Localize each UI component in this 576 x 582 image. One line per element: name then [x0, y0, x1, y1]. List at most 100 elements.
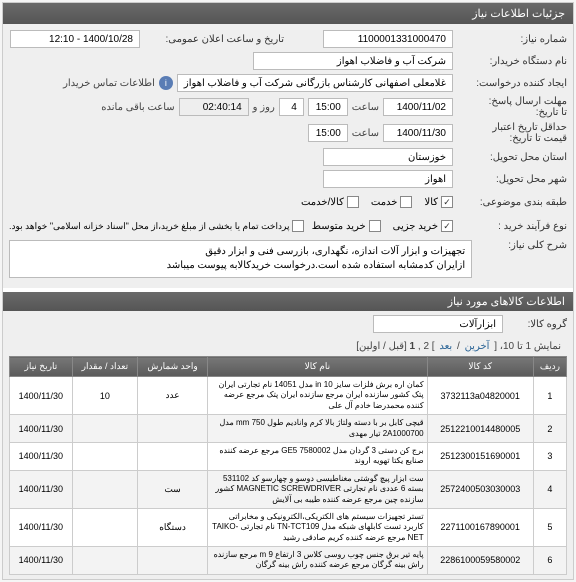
table-row[interactable]: 62286100059580002پایه تیر برق جنس چوب رو…	[10, 547, 567, 575]
table-cell: 3	[533, 442, 566, 470]
checkbox-label: خدمت	[371, 197, 398, 208]
table-cell: 2512210014480005	[427, 415, 533, 443]
table-cell: 1400/11/30	[10, 547, 73, 575]
need-no-label: شماره نیاز:	[457, 34, 567, 45]
checkbox-item[interactable]: کالا/خدمت	[301, 196, 359, 208]
checkbox-item[interactable]: خرید متوسط	[312, 220, 381, 232]
city-label: شهر محل تحویل:	[457, 174, 567, 185]
deadline-label: مهلت ارسال پاسخ: تا تاریخ:	[457, 96, 567, 118]
pager: نمایش 1 تا 10، [ آخرین / بعد ] 2 , 1 [قب…	[9, 337, 567, 356]
table-cell: 3732113a04820001	[427, 377, 533, 415]
table-header[interactable]: تعداد / مقدار	[72, 357, 137, 377]
table-cell: 6	[533, 547, 566, 575]
table-cell	[72, 547, 137, 575]
class-checkbox-group: کالا خدمت کالا/خدمت	[301, 196, 453, 208]
table-header[interactable]: ردیف	[533, 357, 566, 377]
deadline-date: 1400/11/02	[383, 98, 453, 116]
table-cell	[138, 415, 208, 443]
table-header[interactable]: نام کالا	[208, 357, 428, 377]
desc-value: تجهیزات و ابزار آلات اندازه، نگهداری، با…	[9, 240, 472, 278]
time-label-1: ساعت	[352, 102, 379, 113]
days-value: 4	[279, 98, 304, 116]
table-cell: 2	[533, 415, 566, 443]
table-cell	[72, 442, 137, 470]
table-cell: 2271100167890001	[427, 508, 533, 546]
checkbox-label: خرید جزیی	[393, 221, 438, 232]
checkbox[interactable]	[369, 220, 381, 232]
pay-note: پرداخت تمام یا بخشی از مبلغ خرید،از محل …	[9, 221, 289, 232]
time-label-2: ساعت	[352, 128, 379, 139]
table-row[interactable]: 52271100167890001تستر تجهیزات سیستم های …	[10, 508, 567, 546]
contact-label[interactable]: اطلاعات تماس خریدار	[63, 78, 155, 89]
table-row[interactable]: 22512210014480005قیچی کابل بر با دسته ول…	[10, 415, 567, 443]
deadline-time: 15:00	[308, 98, 348, 116]
table-cell: 2572400503030003	[427, 470, 533, 508]
payment-checkbox[interactable]	[292, 220, 304, 232]
table-row[interactable]: 13732113a04820001کمان اره برش فلزات سایز…	[10, 377, 567, 415]
table-cell	[72, 508, 137, 546]
table-cell: ست ابزار پیچ گوشتی مغناطیسی دوسو و چهارس…	[208, 470, 428, 508]
proc-label: نوع فرآیند خرید :	[457, 221, 567, 232]
table-cell	[138, 547, 208, 575]
table-header[interactable]: واحد شمارش	[138, 357, 208, 377]
class-label: طبقه بندی موضوعی:	[457, 197, 567, 208]
city-value: اهواز	[323, 170, 453, 188]
announce-label: تاریخ و ساعت اعلان عمومی:	[144, 34, 284, 45]
checkbox[interactable]	[441, 220, 453, 232]
validity-date: 1400/11/30	[383, 124, 453, 142]
table-header[interactable]: کد کالا	[427, 357, 533, 377]
goods-section-title: اطلاعات کالاهای مورد نیاز	[3, 292, 573, 311]
creator-value: غلامعلی اصفهانی کارشناس بازرگانی شرکت آب…	[177, 74, 453, 92]
goods-table: ردیفکد کالانام کالاواحد شمارشتعداد / مقد…	[9, 356, 567, 575]
validity-label: حداقل تاریخ اعتبار قیمت تا تاریخ:	[457, 122, 567, 144]
checkbox-label: خرید متوسط	[312, 221, 366, 232]
checkbox-label: کالا	[424, 197, 438, 208]
pager-next[interactable]: بعد	[439, 341, 452, 352]
table-cell: برج کن دستی 3 گردان مدل GE5 7580002 مرجع…	[208, 442, 428, 470]
table-cell: کمان اره برش فلزات سایز 10 in مدل 14051 …	[208, 377, 428, 415]
org-value: شرکت آب و فاضلاب اهواز	[253, 52, 453, 70]
pager-last[interactable]: آخرین	[465, 341, 490, 352]
days-label: روز و	[253, 102, 275, 113]
panel-title: جزئیات اطلاعات نیاز	[3, 3, 573, 24]
table-cell	[72, 415, 137, 443]
table-header[interactable]: تاریخ نیاز	[10, 357, 73, 377]
table-cell: 2286100059580002	[427, 547, 533, 575]
checkbox[interactable]	[400, 196, 412, 208]
table-cell: 1400/11/30	[10, 377, 73, 415]
table-cell: عدد	[138, 377, 208, 415]
org-label: نام دستگاه خریدار:	[457, 56, 567, 67]
checkbox-item[interactable]: خدمت	[371, 196, 413, 208]
table-cell	[72, 470, 137, 508]
details-panel: جزئیات اطلاعات نیاز شماره نیاز: 11000013…	[2, 2, 574, 580]
table-cell	[138, 442, 208, 470]
table-cell: 5	[533, 508, 566, 546]
table-cell: 2512300151690001	[427, 442, 533, 470]
checkbox-item[interactable]: کالا	[424, 196, 453, 208]
goods-group-label: گروه کالا:	[507, 319, 567, 330]
province-label: استان محل تحویل:	[457, 152, 567, 163]
table-row[interactable]: 32512300151690001برج کن دستی 3 گردان مدل…	[10, 442, 567, 470]
checkbox[interactable]	[347, 196, 359, 208]
table-cell: ست	[138, 470, 208, 508]
table-cell: تستر تجهیزات سیستم های الکتریکی،الکترونی…	[208, 508, 428, 546]
proc-checkbox-group: خرید جزیی خرید متوسط	[312, 220, 453, 232]
checkbox[interactable]	[441, 196, 453, 208]
table-cell: دستگاه	[138, 508, 208, 546]
need-no-value: 1100001331000470	[323, 30, 453, 48]
remain-label: ساعت باقی مانده	[101, 102, 174, 113]
desc-label: شرح کلی نیاز:	[476, 240, 567, 251]
table-cell: 1400/11/30	[10, 470, 73, 508]
table-row[interactable]: 42572400503030003ست ابزار پیچ گوشتی مغنا…	[10, 470, 567, 508]
checkbox-item[interactable]: خرید جزیی	[393, 220, 453, 232]
checkbox-label: کالا/خدمت	[301, 197, 344, 208]
table-cell: 1400/11/30	[10, 415, 73, 443]
validity-time: 15:00	[308, 124, 348, 142]
form-area: شماره نیاز: 1100001331000470 تاریخ و ساع…	[3, 24, 573, 288]
remain-time: 02:40:14	[179, 98, 249, 116]
table-cell: قیچی کابل بر با دسته ولتاژ بالا کرم وانا…	[208, 415, 428, 443]
info-icon[interactable]: i	[159, 76, 173, 90]
table-cell: پایه تیر برق جنس چوب روسی کلاس 3 ارتفاع …	[208, 547, 428, 575]
table-cell: 10	[72, 377, 137, 415]
table-cell: 4	[533, 470, 566, 508]
